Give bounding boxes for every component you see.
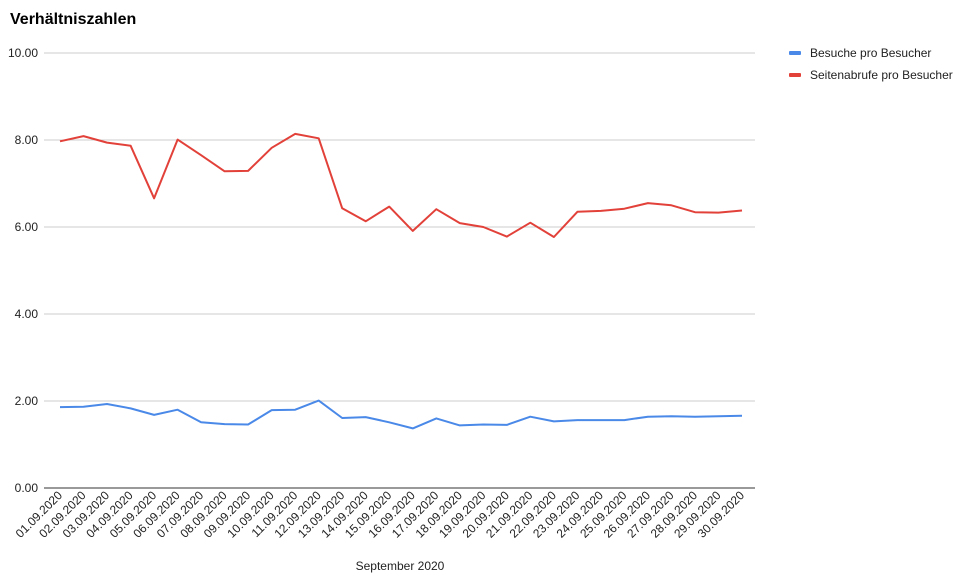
gridlines — [44, 52, 755, 489]
legend-swatch — [789, 51, 801, 55]
legend-item[interactable]: Seitenabrufe pro Besucher — [789, 68, 953, 82]
y-tick-label: 8.00 — [15, 133, 39, 147]
x-axis-title: September 2020 — [356, 559, 445, 573]
legend-label: Seitenabrufe pro Besucher — [810, 68, 953, 82]
chart-title: Verhältniszahlen — [10, 11, 136, 28]
legend-swatch — [789, 73, 801, 77]
y-tick-label: 4.00 — [15, 307, 39, 321]
y-tick-label: 6.00 — [15, 220, 39, 234]
legend[interactable]: Besuche pro Besucher Seitenabrufe pro Bes… — [789, 46, 953, 82]
legend-label: Besuche pro Besucher — [810, 46, 931, 60]
series-lines — [59, 132, 743, 430]
y-tick-label: 2.00 — [15, 394, 39, 408]
x-axis-ticks: 01.09.202002.09.202003.09.202004.09.2020… — [13, 488, 748, 541]
legend-item[interactable]: Besuche pro Besucher — [789, 46, 931, 60]
y-tick-label: 0.00 — [15, 481, 39, 495]
series-line-1 — [59, 399, 743, 430]
y-tick-label: 10.00 — [8, 46, 38, 60]
series-line-2 — [59, 132, 743, 238]
y-axis-ticks: 0.00 2.00 4.00 6.00 8.00 10.00 — [8, 46, 38, 495]
